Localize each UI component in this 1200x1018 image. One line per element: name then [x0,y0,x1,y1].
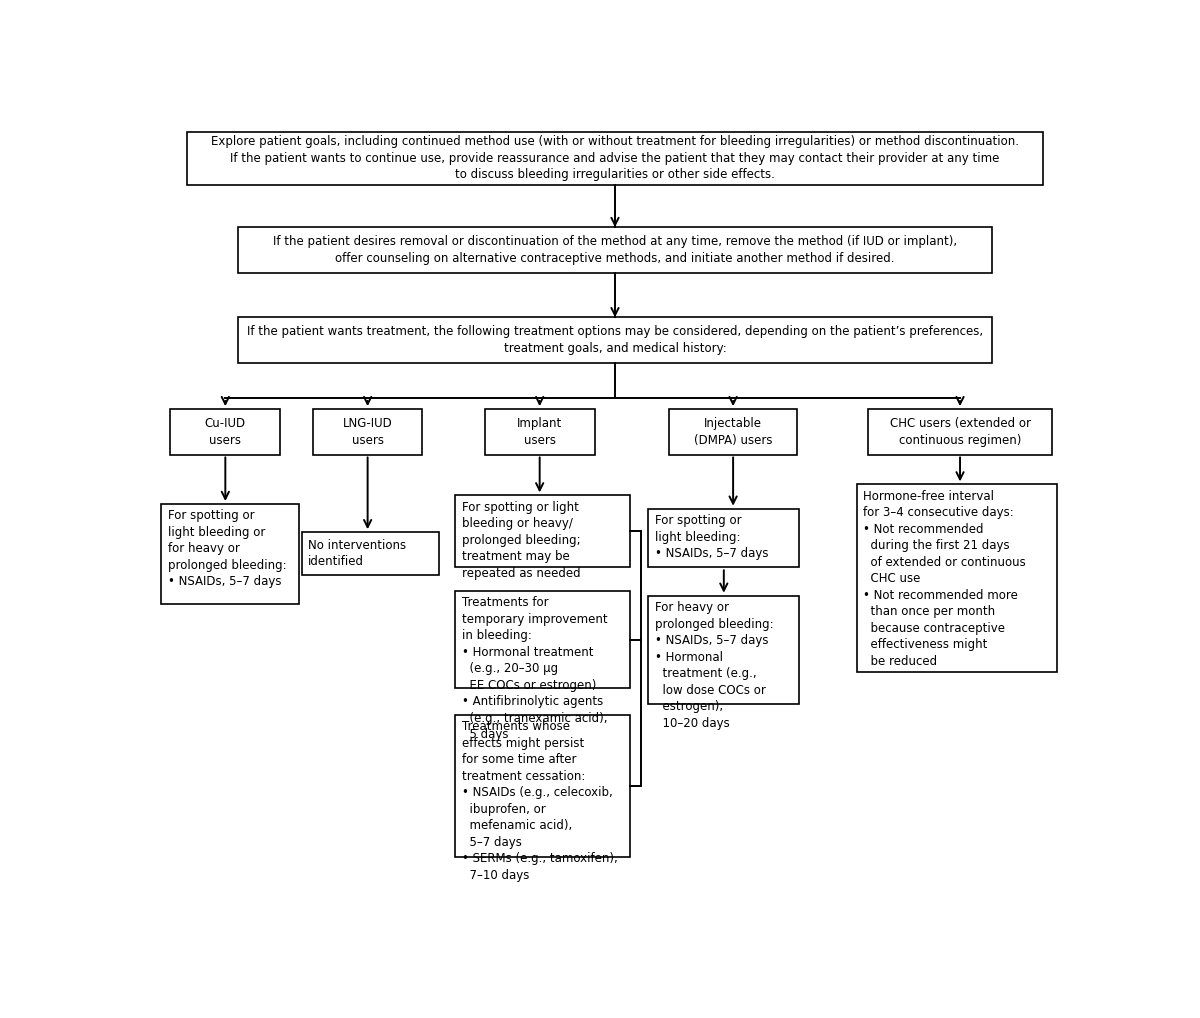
FancyBboxPatch shape [868,409,1052,454]
FancyBboxPatch shape [485,409,594,454]
Text: LNG-IUD
users: LNG-IUD users [343,417,392,447]
FancyBboxPatch shape [313,409,422,454]
Text: CHC users (extended or
continuous regimen): CHC users (extended or continuous regime… [889,417,1031,447]
FancyBboxPatch shape [668,409,797,454]
Text: Injectable
(DMPA) users: Injectable (DMPA) users [694,417,773,447]
FancyBboxPatch shape [239,318,991,362]
FancyBboxPatch shape [648,596,799,703]
Text: Treatments whose
effects might persist
for some time after
treatment cessation:
: Treatments whose effects might persist f… [462,721,617,882]
Text: Explore patient goals, including continued method use (with or without treatment: Explore patient goals, including continu… [211,135,1019,181]
Text: If the patient wants treatment, the following treatment options may be considere: If the patient wants treatment, the foll… [247,326,983,355]
Text: For spotting or
light bleeding or
for heavy or
prolonged bleeding:
• NSAIDs, 5–7: For spotting or light bleeding or for he… [168,509,287,588]
FancyBboxPatch shape [301,532,439,575]
Text: For heavy or
prolonged bleeding:
• NSAIDs, 5–7 days
• Hormonal
  treatment (e.g.: For heavy or prolonged bleeding: • NSAID… [655,601,774,730]
Text: If the patient desires removal or discontinuation of the method at any time, rem: If the patient desires removal or discon… [272,235,958,265]
FancyBboxPatch shape [187,131,1043,185]
Text: Implant
users: Implant users [517,417,563,447]
Text: For spotting or
light bleeding:
• NSAIDs, 5–7 days: For spotting or light bleeding: • NSAIDs… [655,514,768,560]
Text: Treatments for
temporary improvement
in bleeding:
• Hormonal treatment
  (e.g., : Treatments for temporary improvement in … [462,597,607,741]
FancyBboxPatch shape [857,485,1057,673]
Text: Cu-IUD
users: Cu-IUD users [205,417,246,447]
FancyBboxPatch shape [455,715,630,857]
FancyBboxPatch shape [161,504,299,605]
FancyBboxPatch shape [455,590,630,688]
Text: For spotting or light
bleeding or heavy/
prolonged bleeding;
treatment may be
re: For spotting or light bleeding or heavy/… [462,501,580,580]
FancyBboxPatch shape [648,509,799,567]
Text: Hormone-free interval
for 3–4 consecutive days:
• Not recommended
  during the f: Hormone-free interval for 3–4 consecutiv… [863,490,1026,668]
FancyBboxPatch shape [455,496,630,567]
FancyBboxPatch shape [239,227,991,273]
Text: No interventions
identified: No interventions identified [308,539,407,568]
FancyBboxPatch shape [170,409,281,454]
